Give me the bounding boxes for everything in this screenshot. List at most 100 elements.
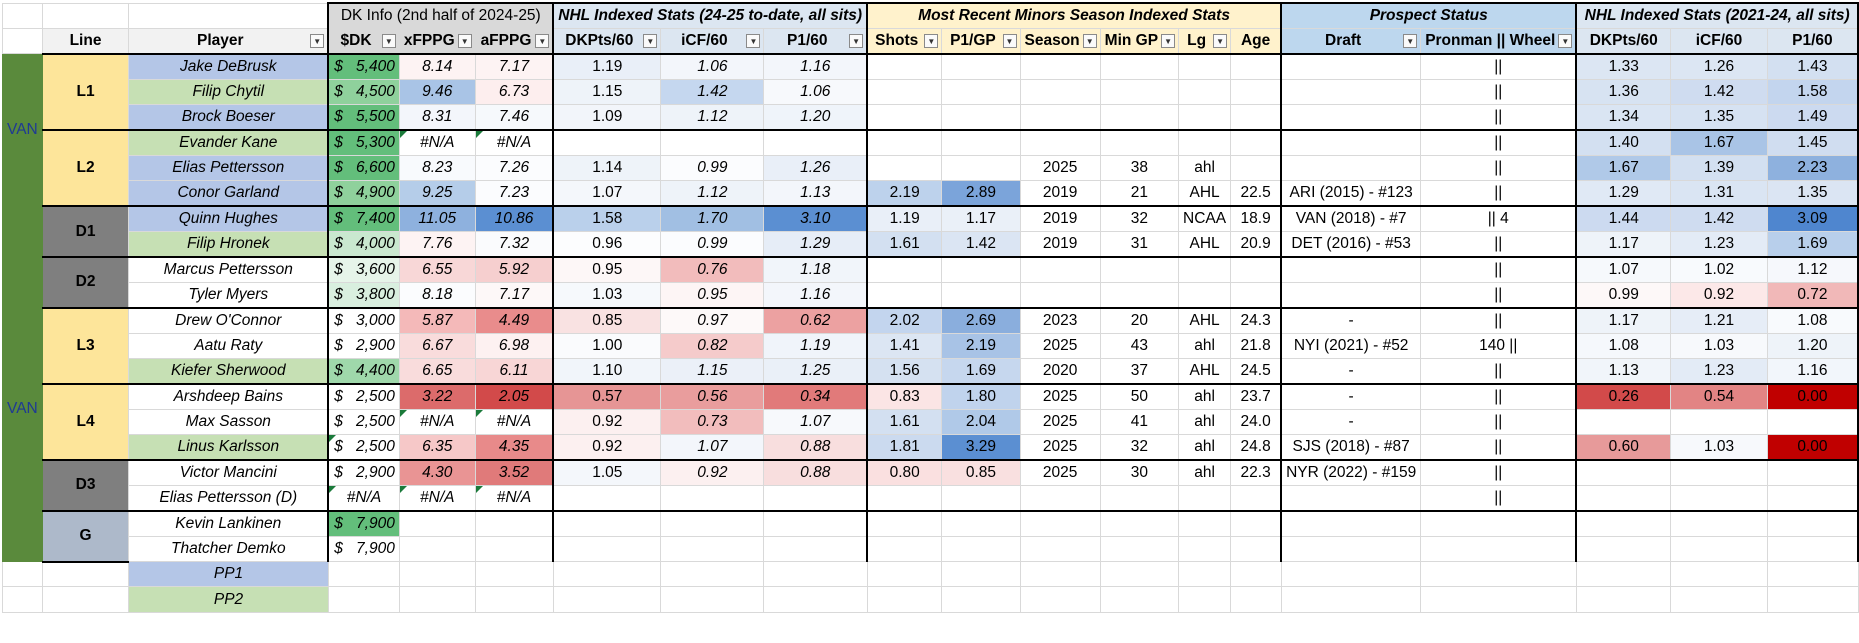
afppg-value: 2.05 xyxy=(474,382,555,410)
column-header-dkpts60[interactable]: DKPts/60 ▼ xyxy=(552,27,662,55)
p1gp-value xyxy=(941,128,1021,156)
blank-cell xyxy=(327,561,400,588)
hist-icf60-value: 1.67 xyxy=(1670,128,1768,156)
shots-value xyxy=(866,128,943,156)
xfppg-value: 9.25 xyxy=(398,180,476,208)
draft-value xyxy=(1280,154,1422,182)
pronman-value: || xyxy=(1420,484,1578,512)
p1gp-value xyxy=(941,281,1021,309)
player-name: Kiefer Sherwood xyxy=(128,357,329,385)
hist-icf60-value: 1.21 xyxy=(1670,306,1768,334)
pronman-value: || xyxy=(1420,231,1578,258)
xfppg-value: 8.31 xyxy=(398,104,476,131)
column-header-shots[interactable]: Shots ▼ xyxy=(866,27,943,55)
chevron-down-icon[interactable]: ▼ xyxy=(457,33,472,48)
age-value xyxy=(1230,484,1283,512)
hist-p160-value: 1.43 xyxy=(1766,52,1859,80)
currency-symbol: $ xyxy=(334,158,343,176)
xfppg-value: #N/A xyxy=(398,484,476,512)
chevron-down-icon[interactable]: ▼ xyxy=(746,33,761,48)
shots-value xyxy=(866,78,943,106)
chevron-down-icon[interactable]: ▼ xyxy=(1558,33,1573,48)
dkpts60-value: 1.07 xyxy=(552,180,662,208)
chevron-down-icon[interactable]: ▼ xyxy=(1403,33,1418,48)
season-value xyxy=(1019,510,1101,537)
afppg-value: 7.23 xyxy=(474,180,555,208)
chevron-down-icon[interactable]: ▼ xyxy=(381,33,396,48)
afppg-value: #N/A xyxy=(474,484,555,512)
dkpts60-value: 1.58 xyxy=(552,205,662,233)
dk-value: 5,400 xyxy=(356,57,395,75)
pronman-value xyxy=(1420,535,1578,563)
age-value: 24.0 xyxy=(1230,408,1283,436)
column-header-p1gp[interactable]: P1/GP ▼ xyxy=(941,27,1021,55)
league-value xyxy=(1178,510,1232,537)
column-header-afppg[interactable]: aFPPG ▼ xyxy=(474,27,555,55)
hist-icf60-value: 1.26 xyxy=(1670,52,1768,80)
dk-value: 5,500 xyxy=(356,108,395,125)
age-value: 23.7 xyxy=(1230,382,1283,410)
season-value: 2025 xyxy=(1019,382,1101,410)
chevron-down-icon[interactable]: ▼ xyxy=(1213,33,1228,48)
chevron-down-icon[interactable]: ▼ xyxy=(1002,33,1017,48)
p1gp-value: 0.85 xyxy=(941,459,1021,486)
xfppg-value: 8.18 xyxy=(398,281,476,309)
chevron-down-icon[interactable]: ▼ xyxy=(1161,33,1176,48)
chevron-down-icon[interactable]: ▼ xyxy=(849,33,864,48)
currency-symbol: $ xyxy=(334,57,343,75)
age-value xyxy=(1230,510,1283,537)
p160-value xyxy=(763,128,869,156)
currency-symbol: $ xyxy=(334,260,343,278)
shots-value xyxy=(866,255,943,283)
column-header-lg[interactable]: Lg ▼ xyxy=(1178,27,1232,55)
league-value: NCAA xyxy=(1178,205,1232,233)
afppg-value: 5.92 xyxy=(474,255,555,283)
dk-value: 3,800 xyxy=(356,285,395,303)
blank-cell xyxy=(1019,561,1101,588)
column-header-mingp[interactable]: Min GP ▼ xyxy=(1099,27,1180,55)
column-header-season[interactable]: Season ▼ xyxy=(1019,27,1101,55)
currency-symbol: $ xyxy=(334,464,343,482)
dk-value: 5,300 xyxy=(356,133,395,151)
season-value xyxy=(1019,255,1101,283)
column-header-xfppg[interactable]: xFPPG ▼ xyxy=(398,27,476,55)
pronman-value xyxy=(1420,510,1578,537)
line-label: D1 xyxy=(41,205,130,258)
hist-p160-value: 3.09 xyxy=(1766,205,1859,233)
hist-icf60-value: 1.35 xyxy=(1670,104,1768,131)
blank-cell xyxy=(474,561,554,588)
league-value: AHL xyxy=(1178,231,1232,258)
mingp-value: 32 xyxy=(1099,205,1180,233)
dkpts60-value: 1.10 xyxy=(552,357,662,385)
column-header-draft[interactable]: Draft ▼ xyxy=(1280,27,1422,55)
p160-value: 1.07 xyxy=(763,408,869,436)
column-header-icf60[interactable]: iCF/60 ▼ xyxy=(660,27,765,55)
column-header-pronman[interactable]: Pronman || Wheel ▼ xyxy=(1420,27,1578,55)
pronman-value: || xyxy=(1420,281,1578,309)
currency-symbol: $ xyxy=(334,361,343,379)
blank-cell xyxy=(1280,561,1422,588)
blank-cell xyxy=(1420,586,1577,613)
chevron-down-icon[interactable]: ▼ xyxy=(535,33,550,48)
age-value xyxy=(1230,154,1283,182)
chevron-down-icon[interactable]: ▼ xyxy=(924,33,939,48)
chevron-down-icon[interactable]: ▼ xyxy=(310,33,325,48)
xfppg-value: 3.22 xyxy=(398,382,476,410)
league-value xyxy=(1178,484,1232,512)
shots-value: 1.61 xyxy=(866,408,943,436)
chevron-down-icon[interactable]: ▼ xyxy=(643,33,658,48)
dk-value: 2,500 xyxy=(356,412,395,430)
blank-cell xyxy=(941,561,1021,588)
team-cell: VAN xyxy=(2,307,43,512)
chevron-down-icon[interactable]: ▼ xyxy=(1082,33,1097,48)
column-header-dk[interactable]: $DK ▼ xyxy=(327,27,400,55)
column-header-player[interactable]: Player ▼ xyxy=(128,27,329,55)
hist-p160-value: 1.35 xyxy=(1766,180,1859,208)
draft-value: NYI (2021) - #52 xyxy=(1280,332,1422,359)
player-row: L4 Arshdeep Bains $2,500 3.22 2.05 0.57 0.56 0.… xyxy=(3,382,1859,462)
p1gp-value: 1.17 xyxy=(941,205,1021,233)
column-header-p160[interactable]: P1/60 ▼ xyxy=(763,27,869,55)
league-value: ahl xyxy=(1178,408,1232,436)
hist-dkpts60-value: 0.99 xyxy=(1575,281,1672,309)
p1gp-value xyxy=(941,52,1021,80)
